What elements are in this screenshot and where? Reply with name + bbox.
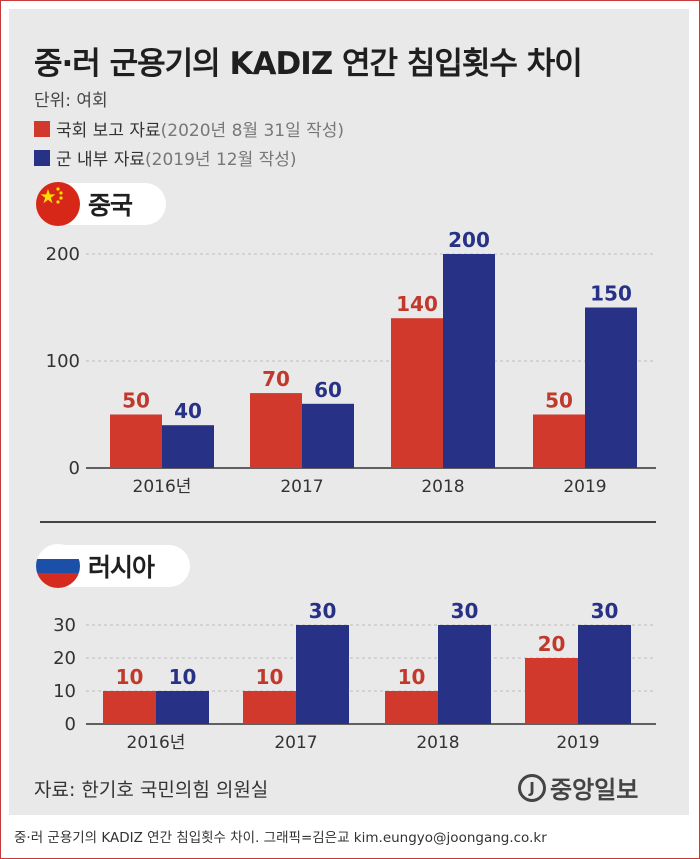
china-section-label: 중국 <box>36 182 166 226</box>
x-category-label: 2016년 <box>127 733 186 753</box>
x-category-label: 2017 <box>274 733 317 753</box>
data-label: 10 <box>256 665 284 689</box>
bar <box>110 414 162 468</box>
legend-item-national-assembly: 국회 보고 자료 (2020년 8월 31일 작성) <box>34 116 344 141</box>
bar <box>156 691 209 724</box>
bar <box>385 691 438 724</box>
data-label: 50 <box>545 389 573 413</box>
section-title: 중국 <box>88 191 133 220</box>
section-divider <box>40 521 656 523</box>
x-category-label: 2018 <box>416 733 459 753</box>
data-label: 60 <box>314 378 342 402</box>
data-label: 30 <box>591 599 619 623</box>
data-label: 70 <box>262 367 290 391</box>
bar <box>391 318 443 468</box>
unit-label: 단위: 여회 <box>34 91 108 111</box>
bar <box>578 625 631 724</box>
legend-swatch-blue <box>34 149 50 166</box>
y-tick-label: 100 <box>46 351 80 372</box>
data-label: 20 <box>538 632 566 656</box>
y-tick-label: 0 <box>69 458 80 479</box>
bar <box>533 414 585 468</box>
data-label: 50 <box>122 389 150 413</box>
china-flag-icon <box>36 182 80 226</box>
section-title: 러시아 <box>88 553 155 582</box>
data-label: 10 <box>398 665 426 689</box>
y-tick-label: 10 <box>53 681 76 702</box>
chart-title: 중·러 군용기의 KADIZ 연간 침입횟수 차이 <box>34 46 583 82</box>
data-label: 40 <box>174 399 202 423</box>
y-tick-label: 20 <box>53 648 76 669</box>
legend-swatch-red <box>34 120 50 137</box>
data-label: 30 <box>451 599 479 623</box>
bar <box>438 625 491 724</box>
data-label: 140 <box>396 292 438 316</box>
legend-note: (2019년 12월 작성) <box>145 150 297 170</box>
legend-item-military-internal: 군 내부 자료 (2019년 12월 작성) <box>34 145 297 170</box>
bar <box>302 403 354 468</box>
joongang-logo-icon: J <box>518 773 546 802</box>
bar <box>585 307 637 468</box>
data-label: 10 <box>169 665 197 689</box>
bar <box>250 393 302 468</box>
russia-section-label: 러시아 <box>36 544 190 588</box>
bar <box>162 425 214 468</box>
image-caption: 중·러 군용기의 KADIZ 연간 침입횟수 차이. 그래픽=김은교 kim.e… <box>14 830 547 846</box>
bar <box>525 658 578 724</box>
y-tick-label: 30 <box>53 615 76 636</box>
x-category-label: 2017 <box>280 477 323 497</box>
y-tick-label: 200 <box>46 244 80 265</box>
x-category-label: 2016년 <box>133 477 192 497</box>
x-category-label: 2019 <box>556 733 599 753</box>
bar <box>443 254 495 468</box>
legend-label: 국회 보고 자료 <box>56 121 161 141</box>
bar <box>103 691 156 724</box>
x-category-label: 2018 <box>421 477 464 497</box>
legend-label: 군 내부 자료 <box>56 150 146 170</box>
russia-flag-icon <box>36 544 80 588</box>
x-category-label: 2019 <box>563 477 606 497</box>
data-label: 30 <box>309 599 337 623</box>
source-note: 자료: 한기호 국민의힘 의원실 <box>34 779 269 801</box>
bar <box>296 625 349 724</box>
data-label: 150 <box>590 282 632 306</box>
data-label: 10 <box>116 665 144 689</box>
y-tick-label: 0 <box>65 714 76 735</box>
bar <box>243 691 296 724</box>
legend-note: (2020년 8월 31일 작성) <box>160 121 345 141</box>
brand-logo: J 중앙일보 <box>518 770 638 805</box>
brand-name: 중앙일보 <box>550 776 639 804</box>
data-label: 200 <box>448 228 490 252</box>
